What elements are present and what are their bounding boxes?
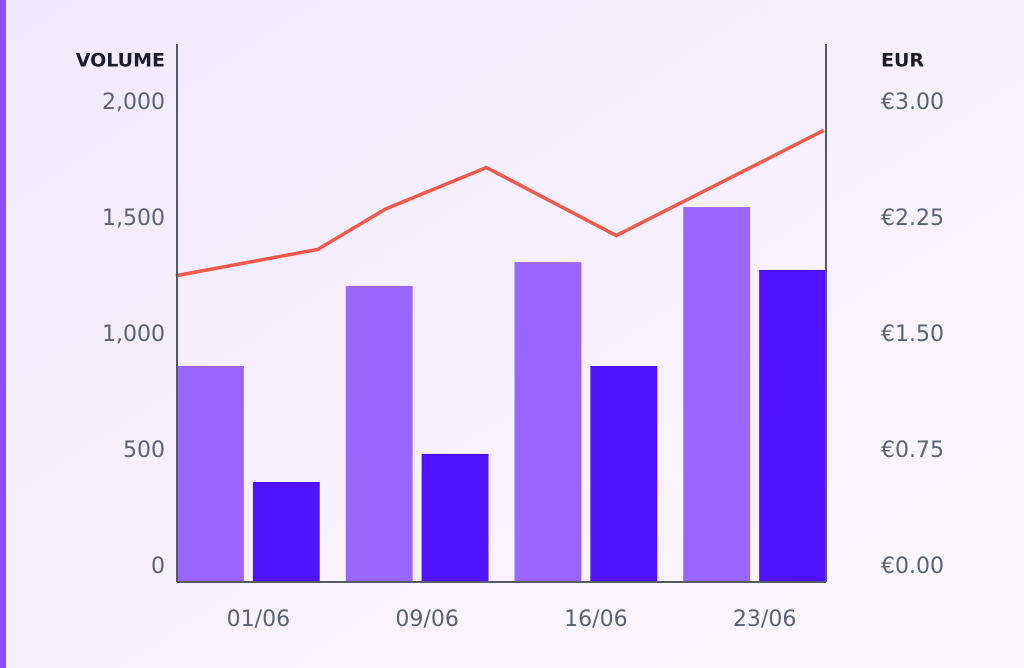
bar bbox=[177, 366, 244, 582]
y2-tick-label: €2.25 bbox=[881, 206, 944, 231]
bar bbox=[421, 453, 489, 582]
y-tick-label: 2,000 bbox=[102, 90, 165, 115]
bar bbox=[514, 262, 582, 582]
y2-tick-label: €1.50 bbox=[881, 322, 944, 347]
bar bbox=[759, 269, 826, 582]
bar bbox=[345, 285, 413, 582]
x-tick-label: 16/06 bbox=[564, 607, 627, 632]
bar bbox=[252, 482, 320, 582]
accent-stripe bbox=[0, 0, 6, 668]
bar bbox=[683, 207, 751, 582]
y2-tick-label: €0.75 bbox=[881, 438, 944, 463]
y-tick-label: 0 bbox=[151, 554, 165, 579]
x-tick-label: 09/06 bbox=[395, 607, 458, 632]
y2-tick-label: €3.00 bbox=[881, 90, 944, 115]
y2-tick-label: €0.00 bbox=[881, 554, 944, 579]
y2-axis-title: EUR bbox=[881, 50, 924, 72]
y-tick-label: 1,500 bbox=[102, 206, 165, 231]
line-series bbox=[175, 128, 825, 278]
y-tick-label: 1,000 bbox=[102, 322, 165, 347]
x-tick-label: 01/06 bbox=[227, 607, 290, 632]
y-axis-title: VOLUME bbox=[76, 50, 165, 72]
x-tick-label: 23/06 bbox=[733, 607, 796, 632]
bar bbox=[590, 366, 658, 582]
y-tick-label: 500 bbox=[123, 438, 165, 463]
